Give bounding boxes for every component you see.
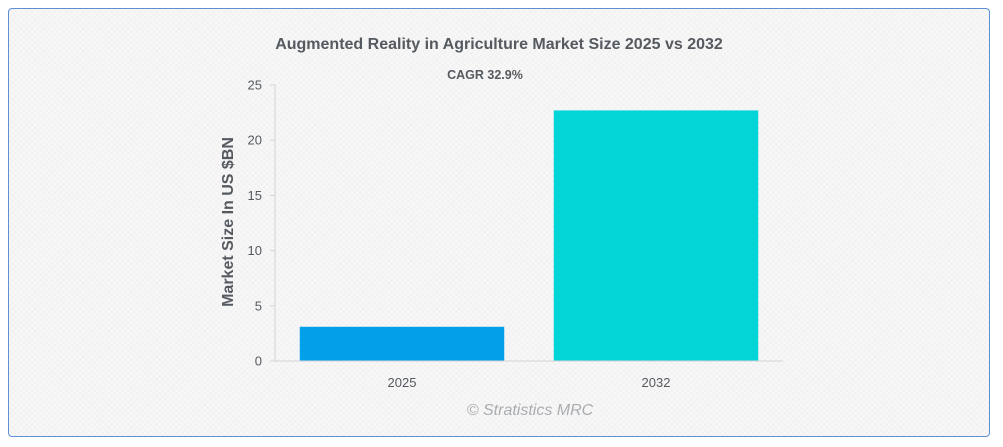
bars: [299, 110, 759, 361]
x-tick-label: 2032: [642, 375, 671, 390]
y-tick-label: 10: [248, 243, 262, 258]
watermark: © Stratistics MRC: [467, 402, 594, 419]
y-tick-label: 0: [255, 354, 262, 369]
y-tick-label: 25: [248, 78, 262, 93]
y-tick-label: 5: [255, 298, 262, 313]
x-axis: 2025 2032: [275, 360, 783, 390]
y-axis-label: Market Size In US $BN: [220, 137, 237, 307]
y-tick-label: 15: [248, 188, 262, 203]
x-tick-label: 2025: [388, 375, 417, 390]
cagr-annotation: CAGR 32.9%: [447, 68, 523, 82]
bar-2032[interactable]: [553, 110, 759, 361]
bar-2025[interactable]: [299, 326, 505, 361]
y-tick-label: 20: [248, 133, 262, 148]
chart-frame: [8, 8, 990, 437]
chart-title: Augmented Reality in Agriculture Market …: [275, 36, 723, 53]
y-axis: 0 5 10 15 20 25: [248, 78, 276, 369]
